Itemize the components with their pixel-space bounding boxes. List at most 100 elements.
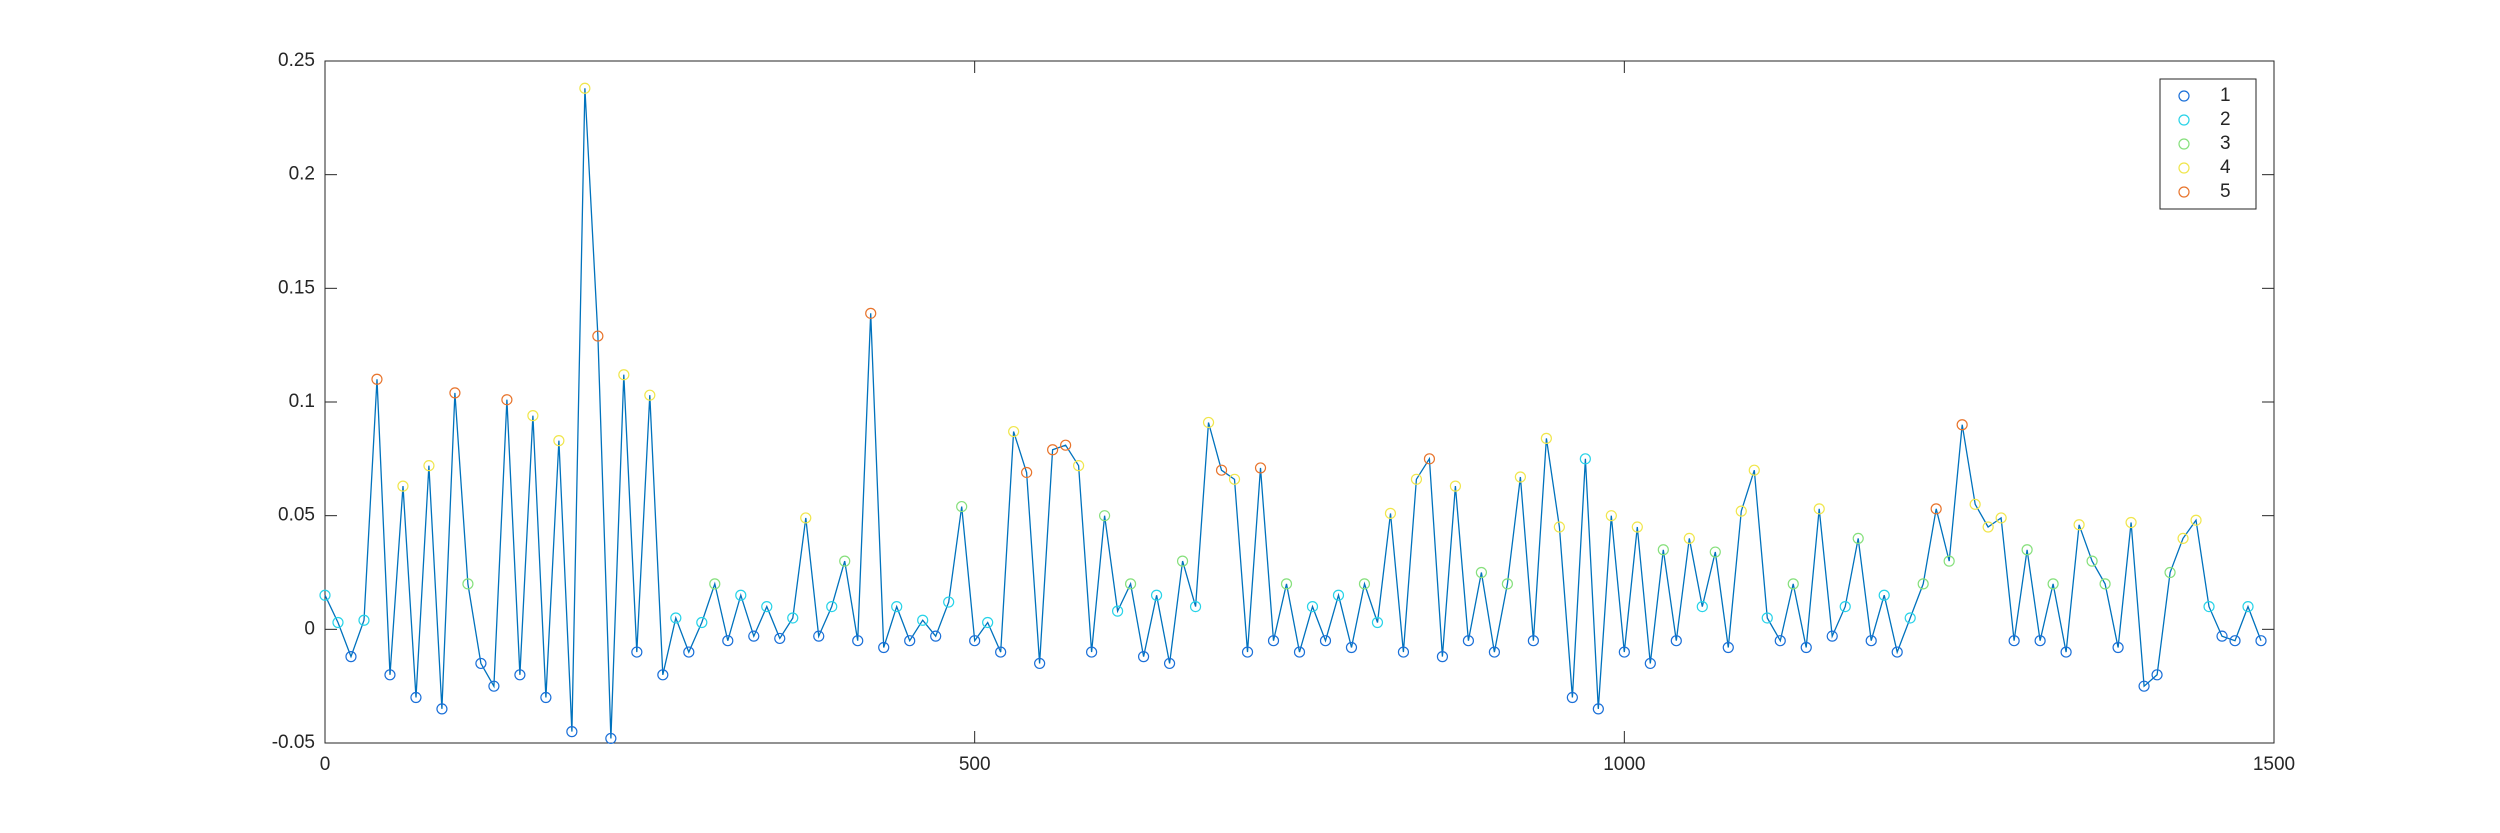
data-point <box>2047 578 2059 590</box>
data-point <box>1553 521 1565 533</box>
data-point <box>1579 453 1591 465</box>
data-point <box>319 589 331 601</box>
data-point <box>1891 646 1903 658</box>
data-point <box>1813 503 1825 515</box>
data-point <box>1228 473 1241 485</box>
data-point <box>761 600 773 613</box>
data-point <box>1631 521 1643 533</box>
data-point <box>1605 510 1617 522</box>
data-point <box>800 512 812 524</box>
data-point <box>1410 473 1423 485</box>
y-tick-label: 0.15 <box>278 277 315 298</box>
data-point <box>1800 641 1812 654</box>
data-point <box>722 635 734 647</box>
data-point <box>423 460 435 472</box>
data-point <box>2125 516 2137 529</box>
data-point <box>371 373 383 385</box>
data-point <box>1514 471 1526 483</box>
x-tick-label: 500 <box>959 754 991 775</box>
legend-box <box>2159 78 2257 210</box>
data-point <box>1449 480 1462 492</box>
data-point <box>2021 544 2033 556</box>
data-point <box>2164 566 2176 579</box>
y-tick-label: 0.25 <box>278 50 315 71</box>
data-point <box>410 691 422 704</box>
data-point <box>1995 512 2007 524</box>
data-point <box>1709 546 1721 558</box>
data-point <box>1060 439 1072 451</box>
data-point <box>1319 635 1332 647</box>
data-point <box>1215 464 1228 476</box>
data-point <box>1527 635 1539 647</box>
data-point <box>1098 510 1111 522</box>
data-point <box>1748 464 1760 476</box>
data-point <box>1073 460 1085 472</box>
data-point <box>995 646 1007 658</box>
data-point <box>1644 657 1656 670</box>
data-point <box>1176 555 1189 567</box>
data-point <box>436 703 448 715</box>
data-point <box>1618 646 1630 658</box>
x-tick-label: 1500 <box>2253 754 2295 775</box>
data-point <box>2073 519 2085 531</box>
data-point <box>1150 589 1163 601</box>
data-point <box>2034 635 2046 647</box>
data-point <box>1943 555 1955 567</box>
data-point <box>1969 498 1981 510</box>
legend-marker <box>2178 138 2190 150</box>
data-point <box>943 596 955 608</box>
data-point <box>631 646 643 658</box>
data-point <box>2138 680 2150 692</box>
data-point <box>1488 646 1501 658</box>
data-point <box>1956 419 1968 431</box>
legend: 1 2 3 4 5 <box>2159 78 2257 210</box>
data-point <box>1189 600 1202 613</box>
legend-marker <box>2178 114 2190 126</box>
data-point <box>1722 641 1734 654</box>
data-point <box>1202 416 1215 429</box>
data-point <box>1034 657 1046 670</box>
data-point <box>384 669 396 681</box>
data-point <box>592 330 604 342</box>
data-point <box>904 635 916 647</box>
data-point <box>1462 635 1475 647</box>
data-point <box>1839 600 1851 613</box>
data-point <box>852 635 864 647</box>
data-point <box>1306 600 1319 613</box>
legend-label: 1 <box>2220 85 2231 106</box>
data-point <box>1137 651 1150 663</box>
data-point <box>956 500 968 513</box>
data-point <box>787 612 799 624</box>
legend-marker <box>2178 162 2190 174</box>
data-point <box>1566 691 1578 704</box>
data-point <box>553 435 565 447</box>
data-point <box>696 616 708 629</box>
data-point <box>1475 566 1488 579</box>
data-line <box>324 88 2262 739</box>
data-point <box>1124 578 1137 590</box>
data-point <box>891 600 903 613</box>
data-point <box>1670 635 1682 647</box>
plot-area <box>324 60 2275 744</box>
y-tick-label: -0.05 <box>272 732 315 753</box>
data-point <box>1436 651 1449 663</box>
data-point <box>2008 635 2020 647</box>
data-point <box>2216 630 2228 642</box>
data-point <box>2177 532 2189 545</box>
data-point <box>1241 646 1254 658</box>
data-point <box>930 630 942 642</box>
data-point <box>826 600 838 613</box>
data-point <box>1267 635 1280 647</box>
data-point <box>774 632 786 645</box>
data-point <box>1345 641 1358 654</box>
legend-label: 5 <box>2220 181 2231 202</box>
data-point <box>969 635 981 647</box>
data-point <box>475 657 487 670</box>
data-point <box>1592 703 1604 715</box>
data-point <box>1501 578 1513 590</box>
data-point <box>683 646 695 658</box>
data-point <box>1930 503 1942 515</box>
y-tick-label: 0.2 <box>289 164 315 185</box>
data-point <box>1358 578 1371 590</box>
